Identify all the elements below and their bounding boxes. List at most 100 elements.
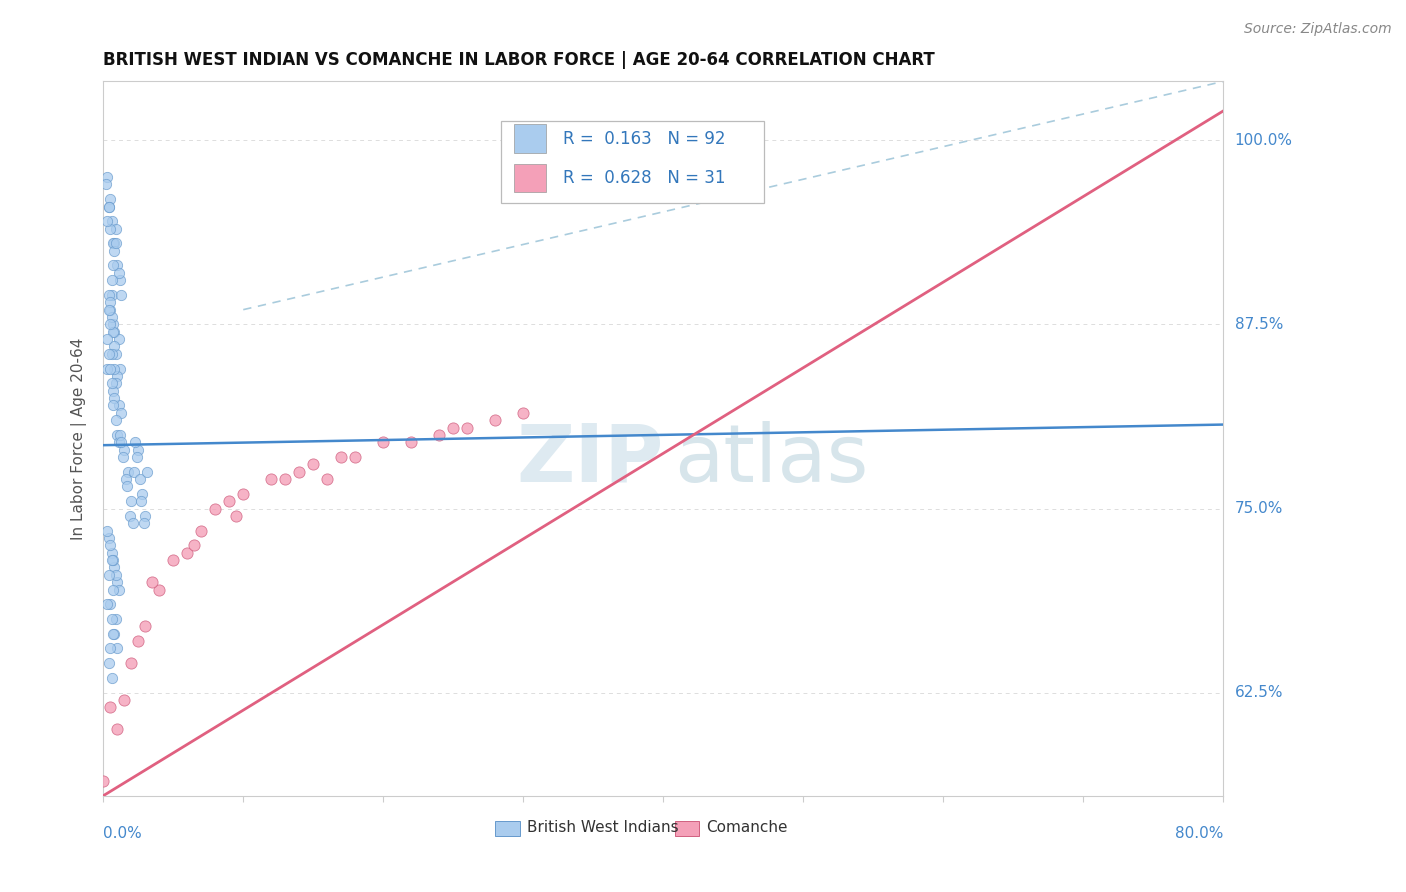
- Point: [132, 516, 155, 531]
- Point: [112, 693, 135, 707]
- Point: [183, 538, 205, 552]
- Bar: [515, 163, 546, 192]
- Point: [103, 626, 125, 640]
- Point: [101, 259, 124, 273]
- Point: [131, 487, 153, 501]
- Point: [107, 435, 129, 450]
- Point: [103, 361, 125, 376]
- Point: [105, 428, 128, 442]
- Point: [118, 508, 141, 523]
- Point: [427, 428, 450, 442]
- Point: [104, 347, 127, 361]
- Point: [105, 723, 128, 737]
- Point: [104, 221, 127, 235]
- Point: [96, 597, 118, 611]
- Text: 87.5%: 87.5%: [1234, 317, 1282, 332]
- Point: [316, 472, 339, 486]
- Point: [110, 435, 132, 450]
- Point: [97, 567, 120, 582]
- Point: [97, 302, 120, 317]
- Text: 62.5%: 62.5%: [1234, 685, 1284, 700]
- Point: [104, 413, 127, 427]
- Point: [100, 376, 122, 391]
- Y-axis label: In Labor Force | Age 20-64: In Labor Force | Age 20-64: [72, 337, 87, 540]
- Point: [107, 398, 129, 412]
- Point: [96, 214, 118, 228]
- Point: [127, 442, 149, 457]
- Text: ZIP: ZIP: [516, 421, 664, 499]
- Point: [94, 178, 117, 192]
- Text: 80.0%: 80.0%: [1175, 826, 1223, 841]
- Point: [101, 384, 124, 398]
- Bar: [515, 124, 546, 153]
- Point: [97, 347, 120, 361]
- Point: [122, 465, 145, 479]
- Point: [104, 567, 127, 582]
- Point: [108, 273, 131, 287]
- Text: 100.0%: 100.0%: [1234, 133, 1292, 148]
- Point: [98, 318, 121, 332]
- Point: [101, 582, 124, 597]
- Point: [103, 560, 125, 574]
- Point: [218, 494, 240, 508]
- Point: [190, 524, 212, 538]
- Point: [103, 244, 125, 258]
- Point: [96, 170, 118, 185]
- Point: [107, 332, 129, 346]
- Point: [98, 641, 121, 656]
- Point: [176, 546, 198, 560]
- Text: R =  0.628   N = 31: R = 0.628 N = 31: [562, 169, 725, 186]
- Text: British West Indians: British West Indians: [527, 821, 678, 836]
- Point: [100, 553, 122, 567]
- Point: [112, 442, 135, 457]
- Point: [103, 391, 125, 405]
- Point: [134, 508, 156, 523]
- FancyBboxPatch shape: [501, 120, 765, 202]
- Point: [96, 361, 118, 376]
- Point: [288, 465, 311, 479]
- Point: [121, 516, 143, 531]
- Point: [104, 612, 127, 626]
- Point: [104, 236, 127, 251]
- Point: [456, 420, 478, 434]
- Point: [97, 200, 120, 214]
- Text: Source: ZipAtlas.com: Source: ZipAtlas.com: [1244, 22, 1392, 37]
- Point: [103, 236, 125, 251]
- Point: [101, 325, 124, 339]
- Point: [124, 435, 146, 450]
- Point: [373, 435, 395, 450]
- Text: BRITISH WEST INDIAN VS COMANCHE IN LABOR FORCE | AGE 20-64 CORRELATION CHART: BRITISH WEST INDIAN VS COMANCHE IN LABOR…: [103, 51, 935, 69]
- Point: [98, 221, 121, 235]
- Point: [260, 472, 283, 486]
- Point: [344, 450, 367, 464]
- Point: [134, 619, 156, 633]
- Point: [127, 634, 149, 648]
- Bar: [495, 821, 520, 837]
- Point: [98, 597, 121, 611]
- Text: R =  0.163   N = 92: R = 0.163 N = 92: [562, 129, 725, 147]
- Text: Comanche: Comanche: [706, 821, 787, 836]
- Point: [105, 641, 128, 656]
- Point: [105, 368, 128, 383]
- Point: [100, 612, 122, 626]
- Point: [98, 361, 121, 376]
- Point: [105, 259, 128, 273]
- Point: [128, 472, 150, 486]
- Text: 75.0%: 75.0%: [1234, 501, 1282, 516]
- Point: [512, 406, 534, 420]
- Point: [101, 626, 124, 640]
- Point: [114, 472, 136, 486]
- Point: [100, 273, 122, 287]
- Point: [97, 531, 120, 545]
- Point: [204, 501, 226, 516]
- Point: [111, 450, 134, 464]
- Point: [101, 398, 124, 412]
- Text: 0.0%: 0.0%: [103, 826, 142, 841]
- Point: [129, 494, 152, 508]
- Point: [274, 472, 297, 486]
- Point: [103, 325, 125, 339]
- Point: [104, 376, 127, 391]
- Point: [225, 508, 247, 523]
- Point: [302, 458, 325, 472]
- Point: [117, 465, 139, 479]
